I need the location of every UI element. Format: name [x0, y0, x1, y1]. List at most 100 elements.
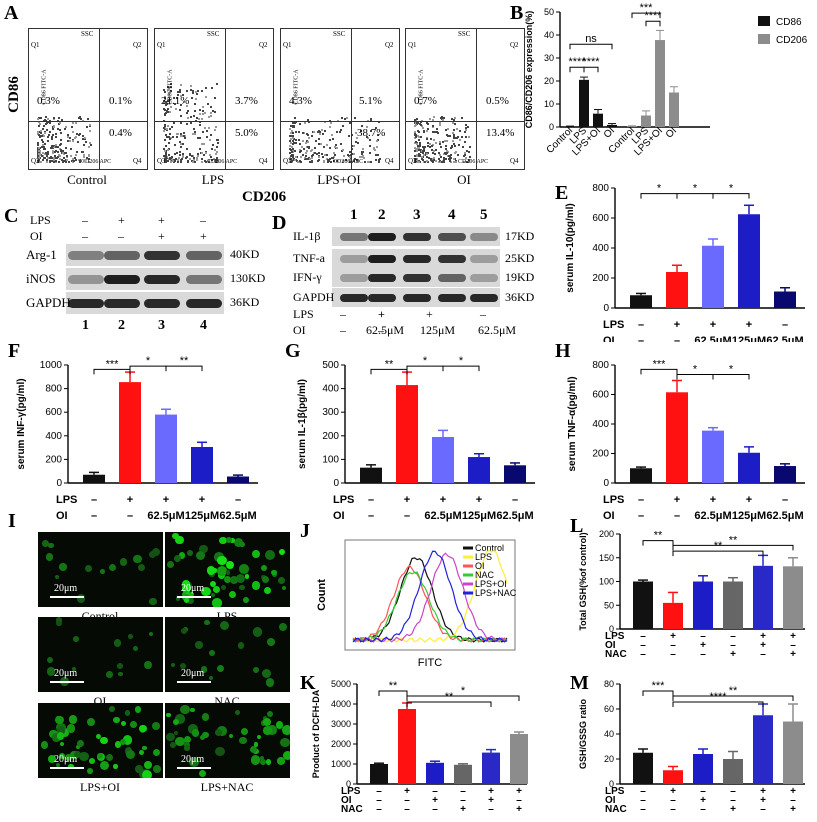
flow-event-dot [330, 160, 333, 163]
p2-bracket [406, 701, 492, 707]
fluorescent-cell [267, 637, 276, 646]
flow-event-dot [37, 158, 40, 161]
flow-event-dot [311, 154, 314, 157]
blot-c-band [104, 251, 140, 260]
fluorescent-cell [59, 563, 67, 571]
flow-event-dot [467, 150, 470, 153]
flow-event-dot [466, 150, 469, 153]
flow-event-dot [421, 149, 424, 152]
flow-event-dot [191, 155, 194, 158]
flow-event-dot [343, 118, 346, 121]
flow-event-dot [429, 158, 432, 161]
flow-event-dot [209, 106, 212, 109]
flow-event-dot [201, 118, 204, 121]
fluorescent-cell [252, 550, 261, 558]
blot-c-band [68, 251, 104, 260]
flow-event-dot [432, 150, 435, 153]
flow-event-dot [207, 115, 210, 118]
treatment-sign: – [638, 319, 644, 331]
fluorescent-cell [113, 764, 118, 769]
flow-event-dot [66, 136, 69, 139]
flow-event-dot [432, 119, 435, 122]
flow-event-dot [51, 147, 54, 150]
flow-event-dot [465, 127, 468, 130]
flow-event-dot [419, 150, 422, 153]
flow-event-dot [292, 122, 295, 125]
flow-event-dot [74, 122, 77, 125]
y-tick-label: 400 [322, 384, 339, 395]
flow-event-dot [169, 128, 172, 131]
flow-event-dot [365, 136, 368, 139]
quadrant-vline [225, 29, 226, 169]
flow-event-dot [451, 117, 454, 120]
flow-event-dot [71, 131, 74, 134]
flow-event-dot [37, 149, 39, 152]
flow-event-dot [163, 102, 166, 105]
flow-event-dot [460, 136, 463, 139]
flow-event-dot [216, 146, 219, 149]
c-bracket [442, 365, 480, 372]
flow-event-dot [195, 97, 198, 100]
flow-event-dot [44, 142, 47, 145]
quadrant-q4-label: Q4 [385, 157, 394, 165]
flow-event-dot [191, 97, 194, 100]
flow-event-dot [52, 118, 55, 121]
flow-event-dot [190, 116, 193, 119]
flow-event-dot [182, 135, 185, 138]
flow-event-dot [179, 151, 182, 154]
flow-event-dot [60, 138, 63, 141]
treatment-sign: + [670, 786, 676, 797]
flow-event-dot [311, 153, 314, 156]
flow-axis-x-text: CD206 APC [207, 159, 238, 165]
flow-event-dot [330, 156, 333, 159]
treatment-row-label: OI [605, 640, 616, 651]
flow-event-dot [163, 89, 166, 92]
flow-event-dot [291, 149, 294, 152]
fluorescent-cell [128, 634, 133, 639]
fluorescent-cell [240, 728, 248, 736]
flow-event-dot [351, 134, 354, 137]
flow-event-dot [55, 136, 57, 139]
y-tick-label: 150 [599, 553, 614, 563]
flow-event-dot [361, 147, 364, 150]
flow-event-dot [432, 126, 435, 129]
y-tick-label: 10 [544, 99, 554, 109]
y-tick-label: 0 [603, 303, 609, 314]
flow-event-dot [296, 160, 299, 163]
flow-event-dot [66, 139, 69, 142]
flow-plot: SSC Q1 Q2 Q3 Q4 CD86 FITC-A CD206 APC 21.1% 3.7%… [154, 28, 274, 170]
flow-event-dot [454, 136, 457, 139]
flow-event-dot [434, 153, 437, 156]
flow-event-dot [203, 153, 206, 156]
fluorescent-cell [68, 715, 78, 724]
flow-event-dot [175, 152, 178, 155]
flow-event-dot [83, 137, 86, 139]
treatment-row-label: NAC [605, 649, 627, 660]
bar [693, 754, 713, 784]
flow-event-dot [44, 153, 47, 156]
flow-event-dot [75, 151, 78, 154]
flow-event-dot [426, 152, 429, 155]
flow-event-dot [321, 156, 324, 159]
p1-significance-label: *** [652, 680, 666, 692]
flow-plot-title: SSC [207, 30, 220, 38]
flow-event-dot [289, 148, 292, 151]
fluorescent-cell [267, 711, 274, 718]
flow-event-dot [62, 156, 65, 159]
blot-d-band [368, 233, 396, 241]
flow-event-dot [367, 160, 370, 163]
flow-event-dot [57, 154, 60, 157]
flow-event-dot [438, 121, 441, 124]
flow-event-dot [351, 144, 354, 147]
flow-event-dot [420, 156, 423, 159]
flow-event-dot [210, 155, 213, 158]
blot-c-lps-sign: + [158, 213, 165, 227]
flow-event-dot [376, 154, 379, 157]
flow-event-dot [41, 134, 44, 137]
histogram-line [352, 564, 508, 643]
fluorescent-cell [216, 566, 227, 576]
fluorescent-cell [265, 678, 275, 687]
flow-event-dot [52, 149, 55, 152]
flow-event-dot [42, 156, 45, 159]
flow-event-dot [452, 134, 455, 137]
